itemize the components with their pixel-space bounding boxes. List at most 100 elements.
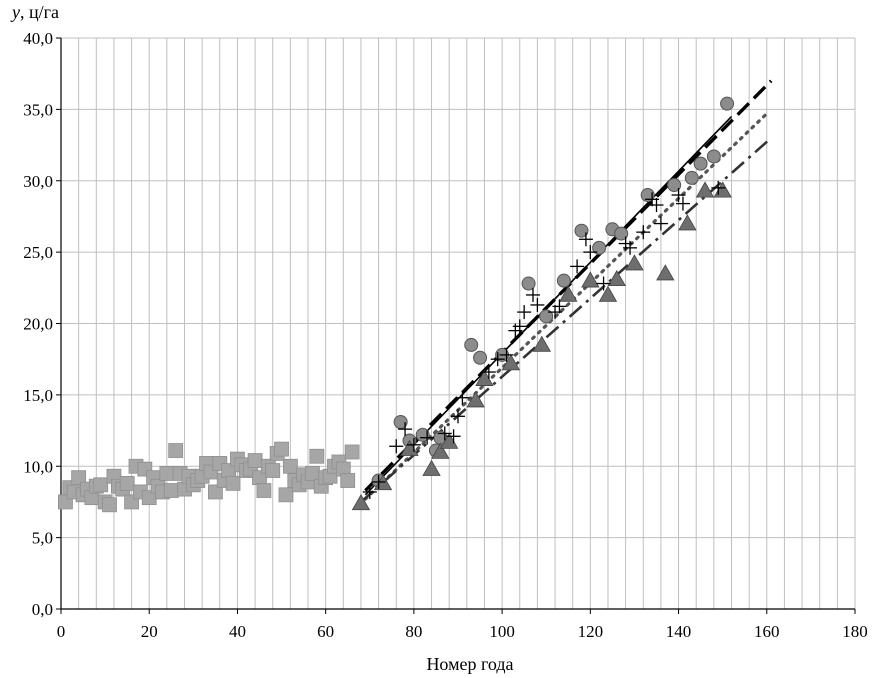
data-point-square	[340, 473, 356, 488]
data-point-cross	[362, 484, 377, 499]
x-tick-label: 40	[229, 622, 246, 641]
x-tick-label: 0	[57, 622, 66, 641]
data-point-cross	[583, 245, 598, 260]
data-point-circle	[720, 96, 735, 111]
data-point-square	[163, 483, 179, 498]
data-points	[58, 96, 735, 513]
data-point-cross	[451, 409, 465, 424]
data-point-circle	[706, 149, 721, 164]
data-point-triangle	[713, 181, 732, 198]
y-tick-label: 0,0	[32, 600, 53, 619]
y-tick-label: 5,0	[32, 529, 53, 548]
y-tick-label: 25,0	[23, 243, 53, 262]
y-axis-unit: , ц/га	[20, 2, 59, 22]
x-tick-label: 60	[317, 622, 334, 641]
data-point-square	[256, 483, 272, 498]
data-point-triangle	[431, 442, 450, 459]
data-point-square	[282, 458, 298, 474]
data-point-circle	[667, 178, 682, 193]
data-point-square	[119, 475, 135, 491]
data-point-cross	[481, 365, 496, 380]
data-point-circle	[640, 188, 655, 203]
y-tick-label: 10,0	[23, 457, 53, 476]
data-point-circle	[464, 337, 479, 352]
x-tick-label: 120	[578, 622, 604, 641]
data-point-triangle	[695, 181, 715, 198]
data-point-cross	[578, 232, 593, 247]
data-point-circle	[473, 350, 488, 365]
data-point-triangle	[501, 354, 521, 371]
data-point-square	[159, 465, 175, 481]
data-point-circle	[592, 240, 607, 255]
axes	[56, 37, 856, 614]
x-axis-label: Номер года	[426, 654, 513, 674]
data-point-square	[305, 465, 320, 481]
data-point-cross	[552, 299, 567, 314]
data-point-circle	[614, 226, 629, 241]
x-tick-label: 80	[405, 622, 422, 641]
data-point-cross	[653, 216, 668, 231]
data-point-circle	[574, 223, 589, 238]
data-point-cross	[437, 426, 452, 441]
data-point-triangle	[625, 254, 644, 271]
data-point-cross	[596, 276, 611, 291]
data-point-circle	[684, 170, 699, 185]
data-point-cross	[675, 196, 690, 211]
data-point-cross	[398, 422, 413, 437]
data-point-triangle	[351, 494, 371, 511]
data-point-triangle	[559, 285, 578, 302]
y-tick-label: 30,0	[23, 172, 53, 191]
data-point-triangle	[466, 391, 485, 408]
data-point-square	[265, 463, 281, 478]
data-point-cross	[525, 287, 540, 302]
x-tick-label: 140	[666, 622, 692, 641]
data-point-circle	[556, 273, 571, 288]
data-point-cross	[371, 474, 386, 489]
data-point-cross	[623, 240, 638, 255]
data-point-cross	[512, 319, 527, 334]
data-point-square	[344, 444, 360, 460]
data-point-square	[168, 443, 184, 458]
data-point-triangle	[598, 285, 618, 302]
y-axis-variable: y	[10, 2, 20, 22]
y-axis-label: y, ц/га	[10, 2, 59, 22]
data-point-cross	[455, 390, 470, 405]
x-tick-label: 160	[754, 622, 780, 641]
data-point-triangle	[532, 335, 552, 352]
data-point-triangle	[678, 214, 697, 231]
trend-line-dot	[363, 112, 769, 501]
data-point-cross	[406, 437, 421, 452]
data-point-cross	[530, 297, 545, 312]
data-point-square	[247, 453, 263, 468]
data-point-square	[93, 477, 109, 493]
data-point-cross	[711, 180, 726, 195]
data-point-triangle	[422, 459, 441, 476]
data-point-cross	[636, 225, 651, 240]
data-point-triangle	[581, 271, 600, 288]
data-point-circle	[539, 309, 554, 324]
data-point-cross	[499, 347, 514, 362]
data-point-triangle	[607, 269, 626, 287]
x-tick-label: 100	[489, 622, 515, 641]
y-tick-label: 15,0	[23, 386, 53, 405]
y-tick-label: 40,0	[23, 29, 53, 48]
data-point-square	[278, 487, 294, 503]
data-point-cross	[671, 188, 686, 203]
data-point-triangle	[656, 264, 675, 281]
y-tick-label: 35,0	[23, 100, 53, 119]
data-point-cross	[649, 198, 664, 213]
data-point-cross	[389, 439, 404, 454]
data-point-square	[309, 448, 325, 464]
tick-labels: 0,0 5,0 10,0 15,0 20,0 25,0 30,0 35,0 40,0 0 20 40 6…	[23, 29, 868, 641]
data-point-cross	[420, 430, 435, 445]
grid	[61, 37, 856, 609]
x-tick-label: 20	[141, 622, 158, 641]
data-point-circle	[693, 156, 708, 171]
data-point-square	[274, 441, 289, 457]
data-point-square	[207, 484, 223, 500]
data-point-square	[225, 475, 241, 491]
trend-line-dash-dot	[360, 136, 773, 503]
x-tick-label: 180	[842, 622, 868, 641]
data-point-circle	[521, 276, 536, 291]
